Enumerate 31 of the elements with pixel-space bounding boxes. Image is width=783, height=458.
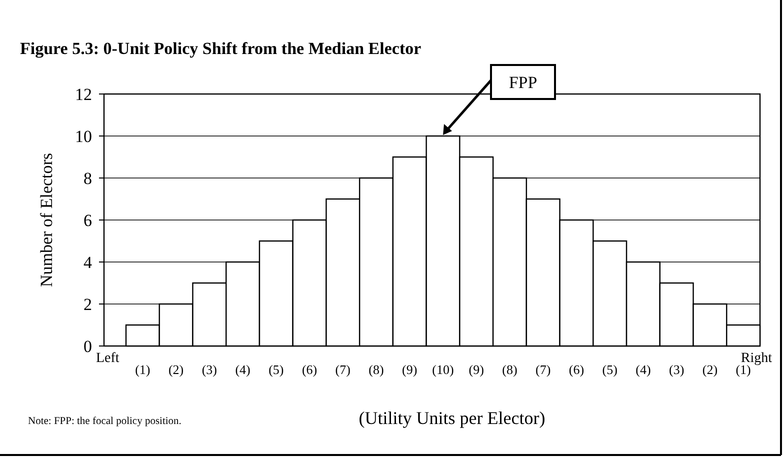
y-tick-label: 8 (84, 168, 92, 188)
x-tick-label: (7) (536, 362, 551, 377)
x-tick-label: (10) (432, 362, 454, 377)
x-tick-label: (1) (135, 362, 150, 377)
chart-title: Figure 5.3: 0-Unit Policy Shift from the Median Elector (20, 39, 422, 58)
x-tick-label: (2) (702, 362, 718, 377)
y-tick-label: 12 (75, 84, 92, 104)
text: Note: FPP: the focal policy position. (28, 416, 182, 427)
x-tick-label: (7) (335, 362, 350, 377)
y-tick-label: 2 (84, 294, 92, 314)
x-tick-label: (5) (268, 362, 284, 377)
text: Left (96, 351, 120, 366)
x-tick-label: (8) (502, 362, 518, 377)
y-tick-label: 6 (84, 210, 92, 230)
x-tick-label: (8) (368, 362, 384, 377)
x-tick-label: (5) (602, 362, 618, 377)
y-axis-title: Number of Electors (37, 152, 56, 288)
x-tick-label: (9) (402, 362, 418, 377)
x-tick-label: (2) (168, 362, 184, 377)
x-tick-label: (9) (468, 362, 484, 377)
y-tick-label: 0 (84, 336, 92, 356)
x-tick-label: (6) (568, 362, 584, 377)
x-tick-label: (3) (202, 362, 218, 377)
y-tick-label: 4 (84, 252, 92, 272)
x-tick-label: (4) (235, 362, 250, 377)
x-tick-label: (6) (302, 362, 318, 377)
x-axis-title: (Utility Units per Elector) (358, 408, 546, 428)
annotation: FPP (508, 72, 538, 92)
y-tick-label: 10 (75, 126, 92, 146)
x-tick-label: (3) (668, 362, 684, 377)
x-tick-label: (4) (636, 362, 651, 377)
